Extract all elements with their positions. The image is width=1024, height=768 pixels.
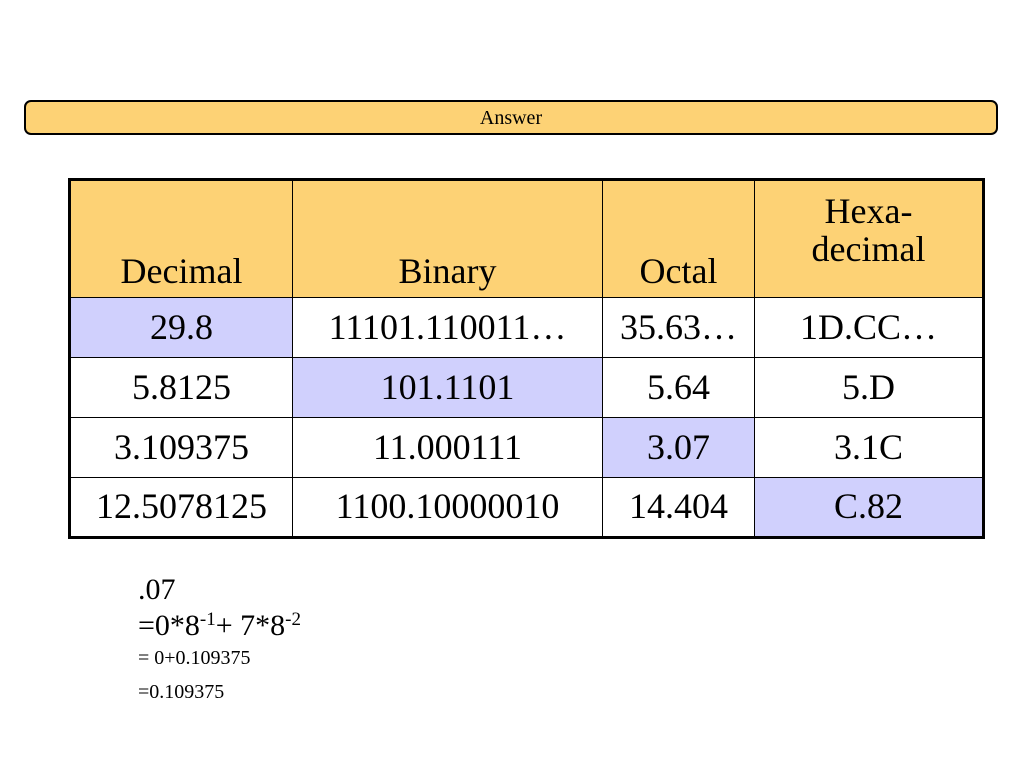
slide-title: Answer	[479, 106, 543, 129]
work-term-1: =0*8	[138, 609, 200, 642]
table-row: 29.8 11101.110011… 35.63… 1D.CC…	[69, 297, 984, 358]
cell-hex: C.82	[754, 477, 984, 538]
header-hex-line2: decimal	[811, 228, 926, 269]
cell-binary: 11.000111	[292, 417, 603, 478]
title-bar: Answer	[24, 100, 998, 135]
header-decimal: Decimal	[69, 179, 293, 298]
worked-calculation: .07 =0*8-1+ 7*8-2 = 0+0.109375 =0.109375	[138, 572, 301, 706]
header-hexadecimal: Hexa- decimal	[754, 179, 984, 298]
work-line-fraction: .07	[138, 573, 176, 606]
work-line-expansion: =0*8-1+ 7*8-2	[138, 608, 301, 644]
cell-decimal: 29.8	[69, 297, 293, 358]
work-line-sum: = 0+0.109375	[138, 647, 251, 669]
table-header-row: Decimal Binary Octal Hexa- decimal	[69, 179, 984, 298]
cell-decimal: 3.109375	[69, 417, 293, 478]
cell-binary: 11101.110011…	[292, 297, 603, 358]
cell-decimal: 5.8125	[69, 357, 293, 418]
cell-hex: 1D.CC…	[754, 297, 984, 358]
cell-hex: 5.D	[754, 357, 984, 418]
table-row: 3.109375 11.000111 3.07 3.1C	[69, 417, 984, 478]
work-term-2: + 7*8	[215, 609, 286, 642]
cell-binary: 1100.10000010	[292, 477, 603, 538]
cell-octal: 14.404	[602, 477, 755, 538]
cell-octal: 3.07	[602, 417, 755, 478]
header-binary: Binary	[292, 179, 603, 298]
work-exponent-2: -2	[285, 609, 301, 630]
cell-hex: 3.1C	[754, 417, 984, 478]
work-line-result: =0.109375	[138, 681, 225, 703]
header-octal: Octal	[602, 179, 755, 298]
conversion-table: Decimal Binary Octal Hexa- decimal 29.8 …	[68, 178, 985, 539]
cell-binary: 101.1101	[292, 357, 603, 418]
cell-decimal: 12.5078125	[69, 477, 293, 538]
table-row: 12.5078125 1100.10000010 14.404 C.82	[69, 477, 984, 538]
cell-octal: 5.64	[602, 357, 755, 418]
table-row: 5.8125 101.1101 5.64 5.D	[69, 357, 984, 418]
cell-octal: 35.63…	[602, 297, 755, 358]
work-exponent-1: -1	[199, 609, 216, 630]
header-hex-line1: Hexa-	[824, 191, 913, 231]
